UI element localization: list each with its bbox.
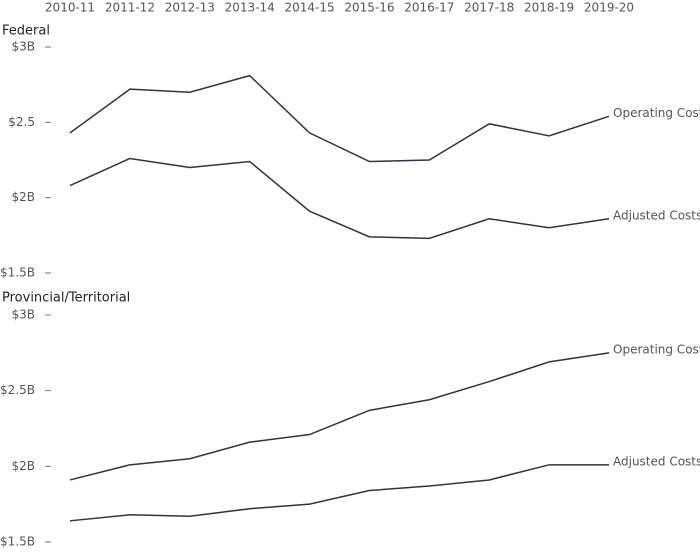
- y-tick-label: $2.5: [8, 115, 35, 129]
- series-label: Adjusted Costs: [613, 208, 700, 222]
- y-tick-label: $2B: [11, 190, 35, 204]
- x-tick-label: 2017-18: [464, 1, 514, 15]
- series-line: [69, 157, 610, 240]
- x-tick-label: 2019-20: [584, 1, 634, 15]
- series-line: [69, 74, 610, 163]
- y-tick-label: $2.5B: [0, 383, 35, 397]
- x-tick-label: 2012-13: [165, 1, 215, 15]
- series-line: [69, 352, 610, 481]
- series-label: Operating Costs: [613, 342, 700, 356]
- series-line: [69, 464, 609, 522]
- chart-title: Provincial/Territorial: [2, 291, 130, 306]
- series-label: Adjusted Costs: [613, 454, 700, 468]
- x-tick-label: 2011-12: [105, 1, 155, 15]
- x-tick-label: 2018-19: [524, 1, 574, 15]
- y-tick-label: $2B: [11, 459, 35, 473]
- y-tick-label: $1.5B: [0, 266, 35, 280]
- x-tick-label: 2014-15: [284, 1, 334, 15]
- chart-title: Federal: [2, 24, 50, 39]
- y-tick-label: $1.5B: [0, 535, 35, 549]
- x-tick-label: 2016-17: [404, 1, 454, 15]
- x-tick-label: 2010-11: [45, 1, 95, 15]
- y-tick-label: $3B: [11, 308, 35, 322]
- series-label: Operating Costs: [613, 106, 700, 120]
- y-tick-label: $3B: [11, 40, 35, 54]
- x-tick-label: 2015-16: [344, 1, 394, 15]
- x-tick-label: 2013-14: [225, 1, 275, 15]
